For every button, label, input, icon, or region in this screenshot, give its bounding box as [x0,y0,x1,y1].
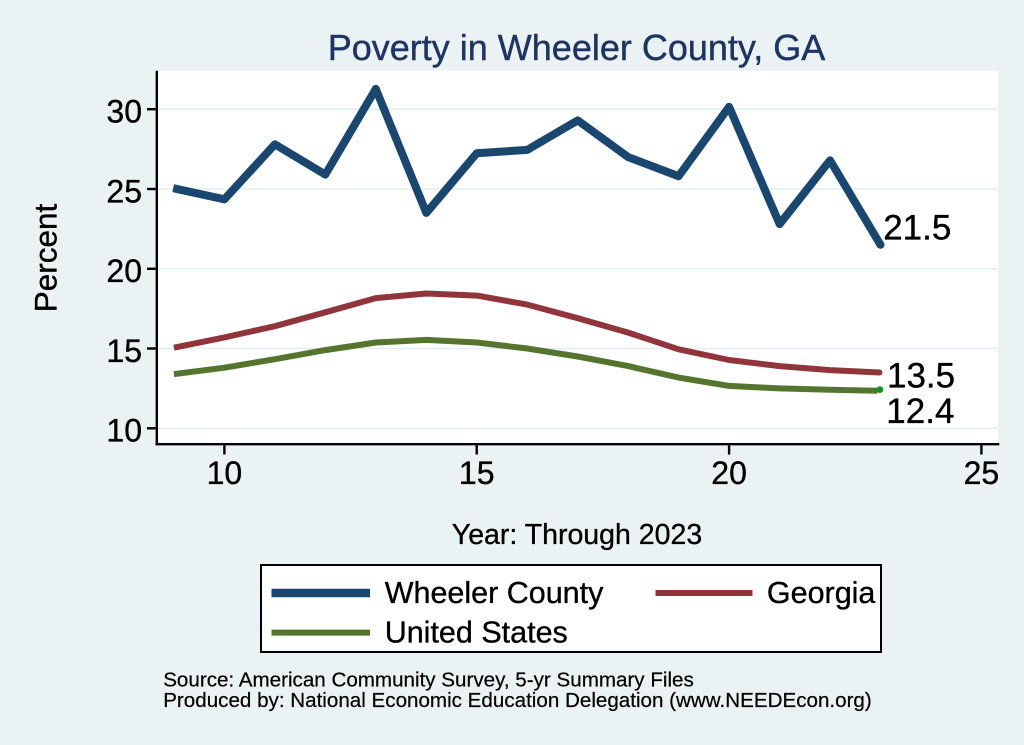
svg-text:10: 10 [207,455,243,491]
svg-text:Wheeler County: Wheeler County [385,576,604,610]
svg-text:12.4: 12.4 [886,392,954,431]
svg-text:Percent: Percent [27,203,63,312]
svg-text:25: 25 [964,455,1000,491]
svg-text:10: 10 [106,413,142,449]
svg-text:15: 15 [459,455,495,491]
svg-text:Source: American Community Sur: Source: American Community Survey, 5-yr … [163,668,694,691]
svg-text:15: 15 [106,333,142,369]
svg-text:25: 25 [106,173,142,209]
svg-text:Year: Through 2023: Year: Through 2023 [452,519,702,551]
svg-text:20: 20 [106,253,142,289]
svg-text:13.5: 13.5 [887,357,955,396]
svg-text:Georgia: Georgia [767,576,876,610]
svg-text:Poverty in Wheeler County, GA: Poverty in Wheeler County, GA [328,27,826,68]
svg-text:Produced by: National Economic: Produced by: National Economic Education… [163,689,872,712]
svg-text:30: 30 [106,94,142,130]
svg-text:United States: United States [385,616,568,650]
svg-text:20: 20 [711,455,747,491]
svg-text:21.5: 21.5 [883,208,951,247]
